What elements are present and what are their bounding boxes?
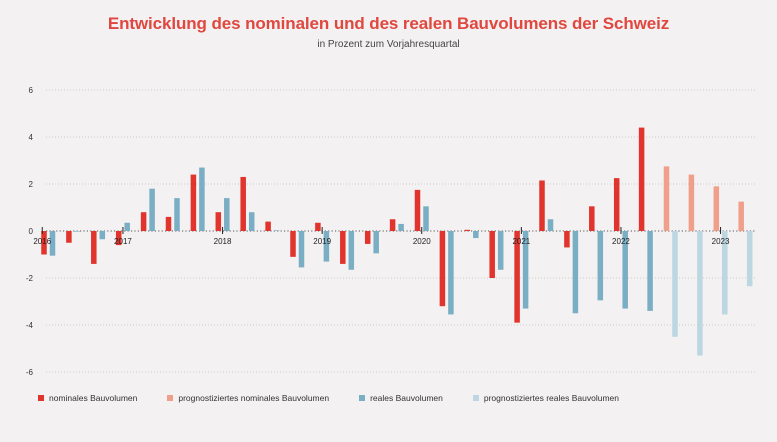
bar-nominal-forecast (738, 201, 744, 231)
bar-nominal (66, 231, 72, 243)
bar-real (647, 231, 653, 311)
y-tick-label: 2 (29, 180, 34, 189)
bar-nominal (115, 231, 122, 246)
y-tick-label: -2 (26, 274, 34, 283)
bar-nominal (439, 231, 446, 307)
bar-real (248, 212, 255, 231)
bar-nominal (464, 229, 471, 231)
bar-nominal (564, 231, 570, 248)
bar-real (74, 231, 81, 232)
bar-real (547, 219, 554, 231)
legend-item-nominal: nominales Bauvolumen (38, 393, 137, 403)
bar-real (522, 231, 529, 309)
bar-nominal (190, 174, 197, 231)
bar-real (174, 198, 180, 231)
legend-item-real: reales Bauvolumen (359, 393, 443, 403)
bar-real (348, 231, 355, 270)
bar-nominal (489, 231, 495, 278)
bar-nominal (364, 231, 371, 244)
bar-real-forecast (697, 231, 703, 356)
bar-real (273, 230, 280, 231)
bar-real-forecast (672, 231, 678, 337)
legend: nominales Bauvolumen prognostiziertes no… (38, 393, 649, 403)
chart-title: Entwicklung des nominalen und des realen… (107, 14, 670, 33)
bar-nominal (589, 206, 595, 231)
y-tick-label: -6 (26, 368, 34, 377)
chart-subtitle: in Prozent zum Vorjahresquartal (317, 39, 460, 50)
bar-real (323, 231, 330, 262)
bar-nominal (613, 178, 620, 231)
bar-real (497, 231, 504, 270)
x-tick-label: 2017 (114, 237, 132, 246)
bar-real-forecast (746, 231, 753, 287)
bar-real (572, 231, 579, 314)
bar-nominal (240, 176, 246, 231)
bars (41, 127, 753, 356)
legend-item-real-forecast: prognostiziertes reales Bauvolumen (472, 393, 619, 403)
bar-real-forecast (722, 231, 728, 315)
y-tick-label: 6 (29, 86, 34, 95)
legend-label-nominal-forecast: prognostiziertes nominales Bauvolumen (178, 393, 330, 403)
bar-nominal (215, 212, 222, 231)
bar-nominal (140, 212, 147, 231)
bar-nominal (414, 189, 421, 231)
bar-real (423, 206, 429, 231)
gridlines (46, 89, 756, 373)
bar-nominal (165, 216, 172, 231)
x-tick-label: 2020 (413, 237, 431, 246)
bar-nominal-forecast (713, 186, 720, 231)
bar-real (49, 231, 56, 256)
bar-real (298, 231, 305, 268)
bar-real (448, 231, 454, 315)
y-axis: 6 4 2 0 -2 -4 -6 (26, 86, 34, 377)
bar-nominal-forecast (663, 166, 670, 231)
bar-nominal (389, 219, 396, 231)
bar-nominal (340, 231, 346, 264)
bar-nominal (638, 127, 645, 231)
legend-swatch-nominal (38, 395, 44, 401)
legend-label-nominal: nominales Bauvolumen (49, 393, 138, 403)
bar-real (373, 231, 379, 254)
x-tick-label: 2023 (712, 237, 730, 246)
bar-nominal (539, 180, 545, 231)
bar-real (622, 231, 628, 309)
x-tick-label: 2022 (612, 237, 630, 246)
bar-nominal (315, 222, 321, 231)
legend-label-real-forecast: prognostiziertes reales Bauvolumen (483, 393, 619, 403)
y-tick-label: 0 (29, 227, 34, 236)
bar-nominal (41, 231, 47, 255)
bar-real (199, 167, 205, 231)
bar-nominal-forecast (688, 174, 695, 231)
bar-nominal (290, 231, 296, 257)
x-tick-label: 2021 (512, 237, 530, 246)
bar-nominal (265, 221, 271, 231)
bar-real (398, 223, 404, 231)
bar-real (224, 198, 230, 231)
x-tick-label: 2019 (313, 237, 331, 246)
x-axis: 2016 2017 2018 2019 2020 2021 2022 2023 (33, 227, 730, 246)
legend-swatch-nominal-forecast (167, 395, 174, 401)
bar-real (597, 231, 604, 301)
bar-nominal (514, 231, 520, 323)
bar-real (124, 222, 130, 231)
x-tick-label: 2016 (33, 237, 51, 246)
y-tick-label: -4 (26, 321, 34, 330)
legend-swatch-real-forecast (472, 395, 479, 401)
legend-label-real: reales Bauvolumen (370, 393, 443, 403)
x-tick-label: 2018 (214, 237, 232, 246)
bar-real (473, 231, 479, 239)
bar-real (99, 231, 106, 240)
y-tick-label: 4 (29, 133, 34, 142)
bar-nominal (91, 231, 97, 264)
legend-item-nominal-forecast: prognostiziertes nominales Bauvolumen (167, 393, 329, 403)
bar-real (149, 188, 155, 231)
legend-swatch-real (359, 395, 366, 401)
